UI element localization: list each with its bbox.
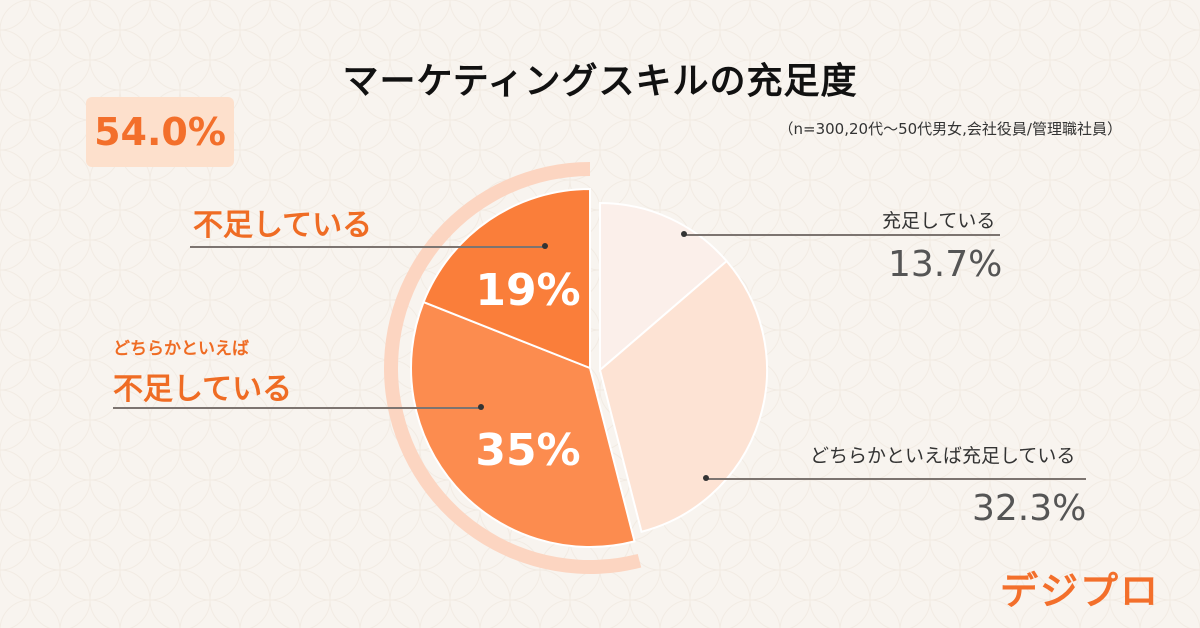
- pct-somewhat-sufficient: 32.3%: [972, 488, 1087, 529]
- pct-somewhat-insufficient: 35%: [475, 425, 580, 476]
- leader-dot-somewhat-insufficient: [478, 404, 484, 410]
- leader-dot-insufficient: [542, 243, 548, 249]
- survey-note: （n=300,20代〜50代男女,会社役員/管理職社員）: [778, 120, 1122, 138]
- slice-sufficient: [599, 201, 729, 373]
- label-somewhat-sufficient: どちらかといえば充足している: [810, 445, 1076, 467]
- pct-sufficient: 13.7%: [888, 244, 1003, 285]
- leader-sufficient: [684, 234, 1000, 236]
- leader-dot-sufficient: [681, 231, 687, 237]
- leader-somewhat-insufficient: [113, 407, 481, 409]
- label-sufficient: 充足している: [882, 210, 996, 232]
- chart-title: マーケティングスキルの充足度: [342, 61, 858, 102]
- label-somewhat-insufficient-line2: 不足している: [113, 372, 293, 407]
- leader-insufficient: [190, 246, 545, 248]
- label-insufficient: 不足している: [193, 208, 373, 243]
- insufficient-total-badge: 54.0%: [86, 97, 234, 167]
- slice-insufficient: [422, 187, 591, 370]
- leader-somewhat-sufficient: [706, 478, 1086, 480]
- brand-logo: デジプロ: [1000, 569, 1161, 613]
- leader-dot-somewhat-sufficient: [703, 475, 709, 481]
- pct-insufficient: 19%: [475, 265, 580, 316]
- slice-somewhat-insufficient: [410, 300, 636, 548]
- label-somewhat-insufficient-line1: どちらかといえば: [113, 339, 249, 359]
- slice-somewhat-sufficient: [598, 259, 768, 533]
